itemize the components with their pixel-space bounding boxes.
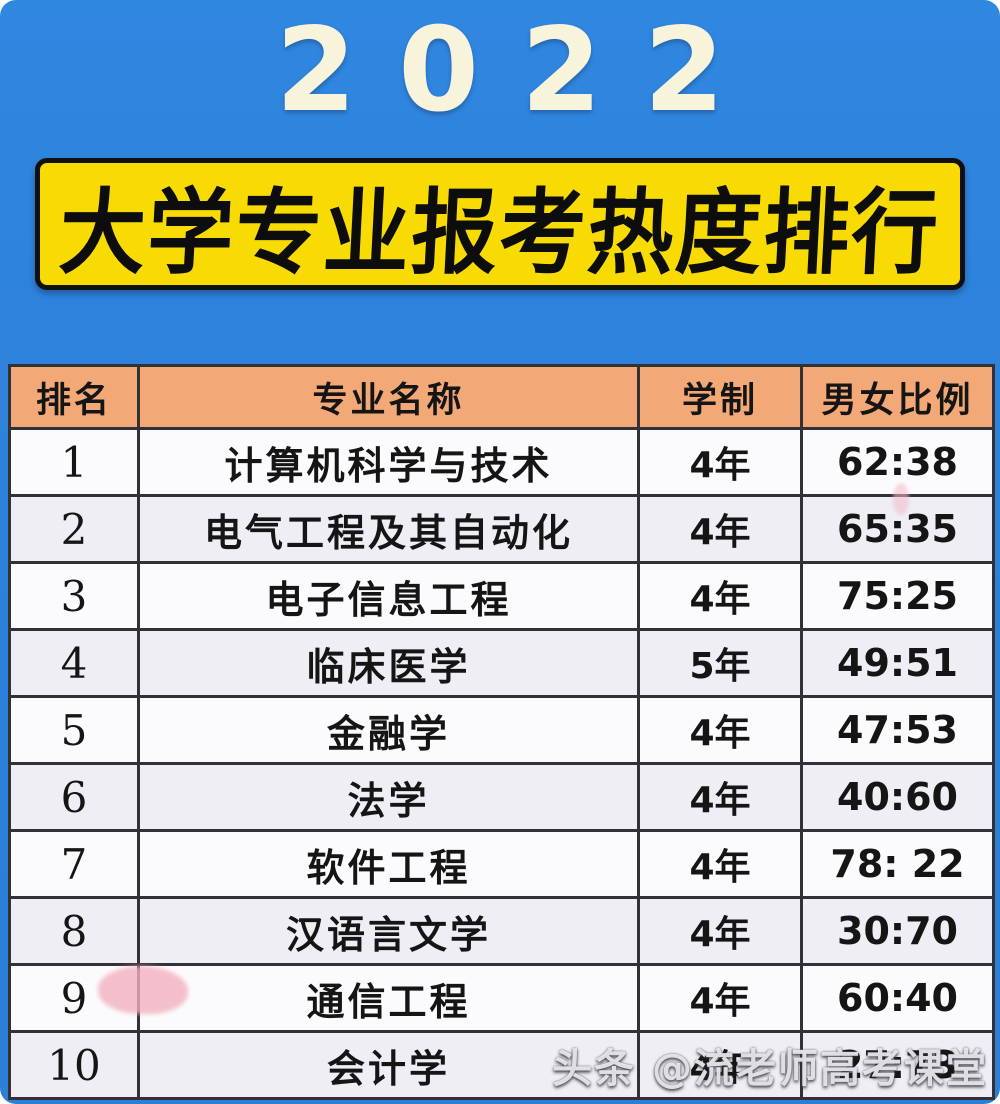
ratio-cell: 62:38 [800, 427, 995, 497]
year-title: 2022 [275, 3, 767, 138]
duration-cell: 4年 [637, 561, 803, 631]
ratio-cell: 30:70 [800, 896, 995, 966]
rank-cell: 2 [8, 494, 140, 564]
rank-cell: 1 [8, 427, 140, 497]
major-cell: 金融学 [137, 695, 640, 765]
major-cell: 会计学 [137, 1030, 640, 1100]
table-row: 4 临床医学 5年 49:51 [8, 628, 995, 698]
duration-cell: 4年 [637, 762, 803, 832]
table-row: 10 会计学 4年 27:73 [8, 1030, 995, 1100]
major-cell: 法学 [137, 762, 640, 832]
rank-cell: 4 [8, 628, 140, 698]
major-cell: 通信工程 [137, 963, 640, 1033]
ratio-cell: 60:40 [800, 963, 995, 1033]
rank-cell: 5 [8, 695, 140, 765]
duration-cell: 4年 [637, 896, 803, 966]
major-cell: 汉语言文学 [137, 896, 640, 966]
table-row: 1 计算机科学与技术 4年 62:38 [8, 427, 995, 497]
banner-title-text: 大学专业报考热度排行 [56, 179, 943, 288]
major-cell: 临床医学 [137, 628, 640, 698]
major-cell: 计算机科学与技术 [137, 427, 640, 497]
title-banner: 大学专业报考热度排行 [35, 158, 965, 290]
column-header-duration: 学制 [637, 364, 803, 430]
ratio-cell: 78: 22 [800, 829, 995, 899]
table-row: 5 金融学 4年 47:53 [8, 695, 995, 765]
rank-cell: 8 [8, 896, 140, 966]
table-row: 7 软件工程 4年 78: 22 [8, 829, 995, 899]
watermark: 头条 @流老师高考课堂 [552, 1046, 988, 1092]
pink-smudge [98, 966, 188, 1014]
major-cell: 电气工程及其自动化 [137, 494, 640, 564]
table-row: 9 通信工程 4年 60:40 [8, 963, 995, 1033]
table-row: 3 电子信息工程 4年 75:25 [8, 561, 995, 631]
duration-cell: 4年 [637, 695, 803, 765]
rank-cell: 10 [8, 1030, 140, 1100]
column-header-rank: 排名 [8, 364, 140, 430]
column-header-ratio: 男女比例 [800, 364, 995, 430]
duration-cell: 4年 [637, 963, 803, 1033]
table-row: 8 汉语言文学 4年 30:70 [8, 896, 995, 966]
ratio-cell: 27:73 [800, 1030, 995, 1100]
rank-cell: 3 [8, 561, 140, 631]
table-row: 6 法学 4年 40:60 [8, 762, 995, 832]
rank-cell: 6 [8, 762, 140, 832]
duration-cell: 4年 [637, 427, 803, 497]
table-row: 2 电气工程及其自动化 4年 65:35 [8, 494, 995, 564]
ratio-cell: 40:60 [800, 762, 995, 832]
rank-cell: 7 [8, 829, 140, 899]
duration-cell: 4年 [637, 494, 803, 564]
ratio-cell: 75:25 [800, 561, 995, 631]
major-cell: 电子信息工程 [137, 561, 640, 631]
duration-cell: 5年 [637, 628, 803, 698]
table-header-row: 排名 专业名称 学制 男女比例 [8, 364, 995, 430]
column-header-major: 专业名称 [137, 364, 640, 430]
duration-cell: 4年 [637, 829, 803, 899]
major-cell: 软件工程 [137, 829, 640, 899]
ratio-cell: 49:51 [800, 628, 995, 698]
duration-cell: 4年 [637, 1030, 803, 1100]
ratio-cell: 47:53 [800, 695, 995, 765]
pink-smudge-small [893, 483, 909, 515]
